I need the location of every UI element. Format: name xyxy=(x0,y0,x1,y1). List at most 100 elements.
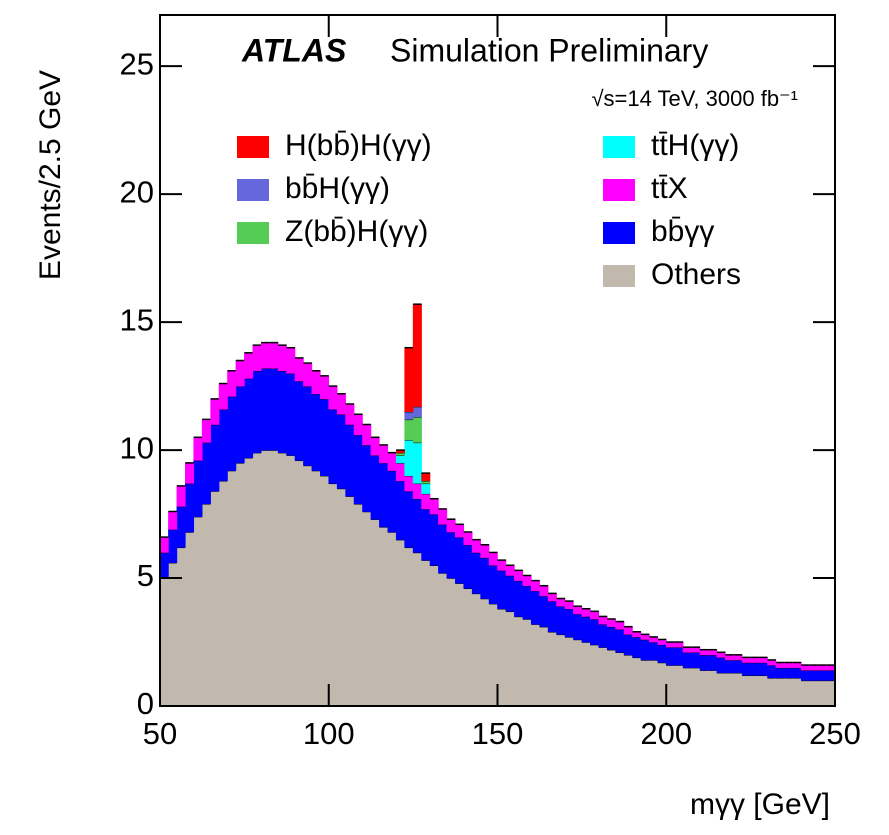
histogram-bar xyxy=(303,362,313,387)
histogram-bar xyxy=(429,564,439,707)
histogram-bar xyxy=(632,657,642,707)
histogram-bar xyxy=(539,585,549,597)
y-axis-label: Events/2.5 GeV xyxy=(34,70,67,280)
histogram-bar xyxy=(530,623,540,707)
histogram-bar xyxy=(227,470,237,707)
histogram-bar xyxy=(725,672,735,707)
histogram-bar xyxy=(649,636,659,643)
histogram-bar xyxy=(370,454,380,520)
histogram-bar xyxy=(446,531,456,579)
histogram-bar xyxy=(379,462,389,528)
histogram-bar xyxy=(421,508,431,561)
histogram-bar xyxy=(438,572,448,707)
histogram-bar xyxy=(395,462,405,482)
histogram-bar xyxy=(286,372,296,456)
histogram-bar xyxy=(446,577,456,707)
histogram-bar xyxy=(505,564,515,576)
histogram-bar xyxy=(640,639,650,661)
histogram-bar xyxy=(741,674,751,707)
histogram-bar xyxy=(665,646,675,666)
histogram-bar xyxy=(387,452,397,471)
histogram-bar xyxy=(176,506,186,548)
histogram-bar xyxy=(640,634,650,640)
histogram-bar xyxy=(294,357,304,382)
histogram-bar xyxy=(320,375,330,400)
histogram-bar xyxy=(438,523,448,574)
histogram-bar xyxy=(564,608,574,638)
legend-label: H(bb̄)H(γγ) xyxy=(285,129,432,162)
histogram-bar xyxy=(784,667,794,679)
y-tick-label: 0 xyxy=(137,686,154,721)
histogram-bar xyxy=(336,413,346,489)
histogram-bar xyxy=(809,669,819,681)
histogram-bar xyxy=(767,659,777,666)
histogram-bar xyxy=(665,664,675,707)
histogram-bar xyxy=(159,536,169,553)
histogram-bar xyxy=(708,654,718,671)
histogram-bar xyxy=(277,452,287,707)
histogram-bar xyxy=(412,483,422,500)
histogram-bar xyxy=(573,613,583,640)
histogram-bar xyxy=(370,436,380,456)
histogram-bar xyxy=(792,667,802,679)
histogram-bar xyxy=(539,626,549,707)
histogram-bar xyxy=(429,498,439,515)
histogram-bar xyxy=(497,570,507,610)
histogram-bar xyxy=(244,457,254,707)
histogram-bar xyxy=(699,654,709,671)
histogram-bar xyxy=(725,659,735,674)
histogram-bar xyxy=(615,628,625,653)
legend-label: Others xyxy=(651,258,741,291)
histogram-bar xyxy=(159,577,169,707)
histogram-bar xyxy=(581,641,591,707)
histogram-bar xyxy=(767,664,777,679)
x-tick-label: 250 xyxy=(809,716,861,751)
histogram-bar xyxy=(497,559,507,571)
histogram-bar xyxy=(640,659,650,707)
histogram-bar xyxy=(547,631,557,707)
histogram-bar xyxy=(320,475,330,707)
legend-swatch xyxy=(603,265,635,287)
histogram-bar xyxy=(826,669,836,681)
histogram-bar xyxy=(792,662,802,668)
legend-label: tt̄H(γγ) xyxy=(651,129,739,162)
histogram-bar xyxy=(657,639,667,645)
histogram-bar xyxy=(168,529,178,563)
histogram-bar xyxy=(505,611,515,707)
histogram-bar xyxy=(201,419,211,443)
histogram-bar xyxy=(159,552,169,579)
histogram-bar xyxy=(353,503,363,707)
histogram-bar xyxy=(455,582,465,707)
histogram-bar xyxy=(176,547,186,707)
histogram-bar xyxy=(623,626,633,635)
histogram-bar xyxy=(286,347,296,374)
histogram-bar xyxy=(277,344,287,372)
histogram-bar xyxy=(590,618,600,645)
histogram-bar xyxy=(733,654,743,661)
histogram-bar xyxy=(522,585,532,620)
histogram-bar xyxy=(438,508,448,525)
histogram-bar xyxy=(260,342,270,369)
histogram-bar xyxy=(649,659,659,707)
annotation: √s=14 TeV, 3000 fb⁻¹ xyxy=(591,86,798,111)
histogram-bar xyxy=(260,449,270,707)
histogram-bar xyxy=(320,398,330,476)
histogram-bar xyxy=(564,600,574,610)
histogram-bar xyxy=(657,644,667,663)
histogram-bar xyxy=(606,618,616,627)
histogram-bar xyxy=(733,672,743,707)
histogram-bar xyxy=(379,526,389,707)
histogram-bar xyxy=(674,646,684,666)
histogram-bar xyxy=(741,662,751,676)
histogram-bar xyxy=(581,616,591,643)
legend-swatch xyxy=(237,179,269,201)
histogram-bar xyxy=(488,603,498,707)
histogram-bar xyxy=(404,347,414,412)
histogram-bar xyxy=(775,677,785,707)
histogram-bar xyxy=(615,651,625,707)
histogram-bar xyxy=(800,664,810,671)
histogram-bar xyxy=(193,460,203,517)
histogram-bar xyxy=(809,664,819,671)
histogram-bar xyxy=(547,600,557,633)
histogram-bar xyxy=(201,442,211,505)
